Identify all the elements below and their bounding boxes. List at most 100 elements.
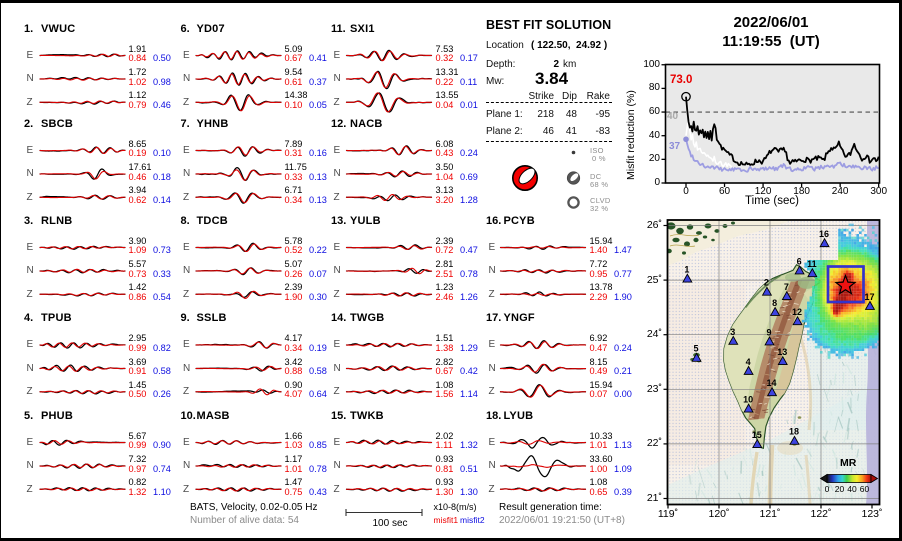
- plane2-rake: -83: [595, 125, 610, 137]
- depth-value: 2: [553, 58, 559, 70]
- amplitude-value: 33.60: [589, 454, 613, 464]
- component-label: Z: [26, 96, 33, 108]
- misfit2-value: 0.24: [460, 148, 478, 158]
- component-label: E: [333, 144, 341, 156]
- misfit-ytick: 40: [648, 129, 660, 141]
- misfit2-value: 0.19: [309, 342, 327, 353]
- plane1-strike: 218: [537, 108, 554, 120]
- amplitude-value: 14.38: [284, 90, 308, 101]
- station-marker-label: 5: [694, 344, 699, 354]
- misfit1-value: 0.19: [128, 148, 147, 158]
- misfit2-value: 0.39: [614, 486, 632, 497]
- misfit2-value: 0.69: [460, 171, 478, 182]
- amplitude-value: 5.09: [284, 43, 303, 54]
- station-marker-label: 16: [819, 229, 829, 239]
- dc-pct: 68 %: [590, 179, 609, 189]
- station-marker-label: 10: [743, 394, 753, 404]
- misfit2-value: 0.10: [153, 148, 171, 158]
- misfit2-legend: misfit2: [460, 515, 485, 525]
- station-marker: [728, 335, 739, 345]
- station-marker-label: 11: [807, 259, 817, 269]
- station-marker: [691, 352, 702, 362]
- station-name: YULB: [350, 214, 381, 227]
- station-number: 18.: [486, 409, 502, 422]
- misfit1-value: 0.61: [284, 76, 303, 87]
- iso-pct: 0 %: [592, 154, 606, 163]
- misfit1-value: 1.09: [128, 245, 147, 255]
- colorbar-tick: 40: [847, 483, 857, 494]
- amplitude-value: 1.66: [284, 430, 303, 441]
- amplitude-value: 8.15: [589, 356, 608, 367]
- misfit1-value: 0.34: [284, 194, 303, 205]
- component-label: E: [183, 49, 190, 61]
- misfit1-value: 0.10: [284, 99, 303, 110]
- station-name: NACB: [350, 117, 383, 130]
- station-name: TWKB: [350, 409, 384, 422]
- misfit2-value: 1.13: [614, 440, 632, 450]
- component-label: Z: [183, 288, 190, 300]
- station-number: 13.: [331, 214, 347, 227]
- station-number: 4.: [24, 312, 34, 324]
- station-marker: [819, 237, 830, 248]
- station-marker-label: 4: [746, 357, 751, 367]
- station-marker-label: 14: [767, 378, 777, 388]
- depth-label: Depth:: [486, 58, 516, 70]
- misfit-plot: [661, 63, 881, 187]
- misfit2-value: 0.50: [153, 53, 171, 63]
- misfit2-value: 0.58: [309, 366, 327, 376]
- amplitude-value: 10.33: [589, 430, 613, 441]
- misfit1-value: 0.62: [128, 194, 147, 205]
- station-name: TPUB: [41, 312, 72, 324]
- misfit1-value: 0.34: [284, 342, 303, 353]
- station-number: 17.: [486, 312, 502, 324]
- station-name: SSLB: [196, 312, 227, 324]
- misfit1-value: 0.26: [284, 268, 303, 279]
- amplitude-value: 1.08: [589, 477, 608, 488]
- misfit2-value: 0.51: [460, 463, 478, 474]
- component-label: N: [333, 168, 341, 180]
- amplitude-value: 8.65: [128, 138, 147, 149]
- amplitude-value: 1.91: [128, 43, 147, 54]
- misfit2-value: 0.41: [309, 53, 327, 63]
- misfit1-value: 0.32: [435, 53, 454, 63]
- amplitude-value: 1.42: [128, 282, 147, 293]
- misfit2-value: 1.90: [614, 291, 632, 302]
- station-name: VWUC: [41, 22, 76, 35]
- scale-bar: [345, 509, 423, 516]
- component-label: Z: [183, 386, 190, 398]
- misfit2-value: 0.46: [153, 99, 171, 110]
- amplitude-value: 5.57: [128, 259, 147, 269]
- misfit2-value: 1.09: [614, 463, 632, 474]
- component-label: E: [26, 339, 34, 351]
- misfit1-value: 1.00: [589, 463, 608, 474]
- misfit2-value: 0.73: [153, 245, 171, 255]
- component-label: N: [488, 362, 496, 374]
- component-label: Z: [488, 386, 495, 398]
- amplitude-value: 7.72: [589, 259, 608, 269]
- misfit2-value: 0.85: [309, 440, 327, 450]
- component-label: Z: [333, 288, 340, 300]
- event-date: 2022/06/01: [733, 14, 809, 31]
- misfit1-value: 0.97: [128, 463, 147, 474]
- component-label: Z: [333, 386, 340, 398]
- plane1-rake: -95: [595, 108, 610, 120]
- misfit1-value: 0.86: [128, 291, 147, 302]
- misfit2-value: 0.98: [153, 76, 171, 87]
- component-label: Z: [26, 191, 33, 203]
- component-label: N: [183, 362, 191, 374]
- component-label: N: [333, 460, 341, 472]
- component-label: E: [183, 241, 190, 253]
- amplitude-value: 5.07: [284, 259, 303, 269]
- amplitude-value: 3.94: [128, 185, 147, 196]
- misfit2-value: 1.14: [460, 389, 478, 400]
- amplitude-value: 0.82: [128, 477, 147, 488]
- depth-unit: km: [563, 58, 577, 70]
- station-number: 5.: [24, 409, 34, 422]
- result-time-value: 2022/06/01 19:21:50 (UT+8): [499, 514, 625, 526]
- misfit2-value: 1.47: [614, 245, 632, 255]
- amplitude-value: 1.23: [435, 282, 454, 293]
- component-label: N: [183, 168, 191, 180]
- amplitude-value: 2.81: [435, 259, 454, 269]
- map-lat-tick: 23˚: [646, 382, 662, 395]
